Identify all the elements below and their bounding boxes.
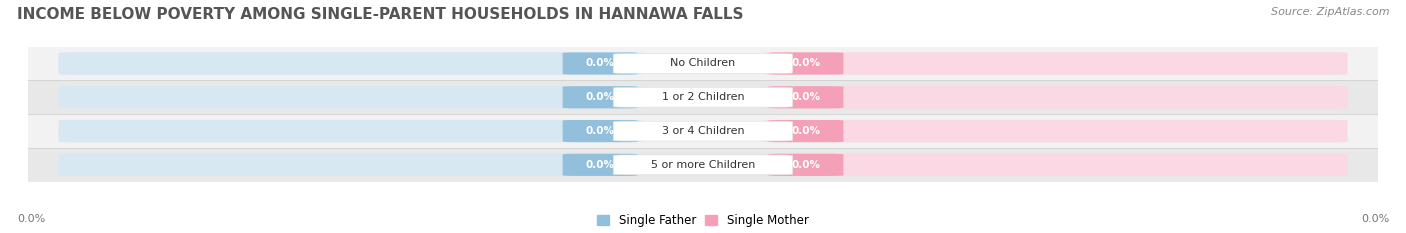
FancyBboxPatch shape [613,54,793,73]
FancyBboxPatch shape [763,154,1347,176]
FancyBboxPatch shape [769,52,844,75]
Text: 5 or more Children: 5 or more Children [651,160,755,170]
Text: 0.0%: 0.0% [585,160,614,170]
FancyBboxPatch shape [763,86,1347,109]
FancyBboxPatch shape [59,52,643,75]
Text: Source: ZipAtlas.com: Source: ZipAtlas.com [1271,7,1389,17]
Text: 0.0%: 0.0% [792,92,821,102]
Text: 0.0%: 0.0% [792,58,821,69]
Text: 3 or 4 Children: 3 or 4 Children [662,126,744,136]
Bar [28,114,1378,148]
Text: 0.0%: 0.0% [585,58,614,69]
FancyBboxPatch shape [59,86,643,109]
Bar [28,47,1378,80]
FancyBboxPatch shape [562,86,637,108]
FancyBboxPatch shape [613,121,793,141]
FancyBboxPatch shape [562,52,637,75]
Text: No Children: No Children [671,58,735,69]
Legend: Single Father, Single Mother: Single Father, Single Mother [598,214,808,227]
Text: 0.0%: 0.0% [1361,214,1389,224]
Text: 0.0%: 0.0% [585,92,614,102]
FancyBboxPatch shape [769,86,844,108]
FancyBboxPatch shape [763,120,1347,142]
Text: 0.0%: 0.0% [792,126,821,136]
FancyBboxPatch shape [769,120,844,142]
Text: 1 or 2 Children: 1 or 2 Children [662,92,744,102]
FancyBboxPatch shape [562,120,637,142]
Text: 0.0%: 0.0% [585,126,614,136]
FancyBboxPatch shape [763,52,1347,75]
Bar [28,80,1378,114]
Text: 0.0%: 0.0% [17,214,45,224]
Text: INCOME BELOW POVERTY AMONG SINGLE-PARENT HOUSEHOLDS IN HANNAWA FALLS: INCOME BELOW POVERTY AMONG SINGLE-PARENT… [17,7,744,22]
FancyBboxPatch shape [613,87,793,107]
FancyBboxPatch shape [59,120,643,142]
Bar [28,148,1378,182]
FancyBboxPatch shape [613,155,793,175]
FancyBboxPatch shape [59,154,643,176]
FancyBboxPatch shape [769,154,844,176]
Text: 0.0%: 0.0% [792,160,821,170]
FancyBboxPatch shape [562,154,637,176]
